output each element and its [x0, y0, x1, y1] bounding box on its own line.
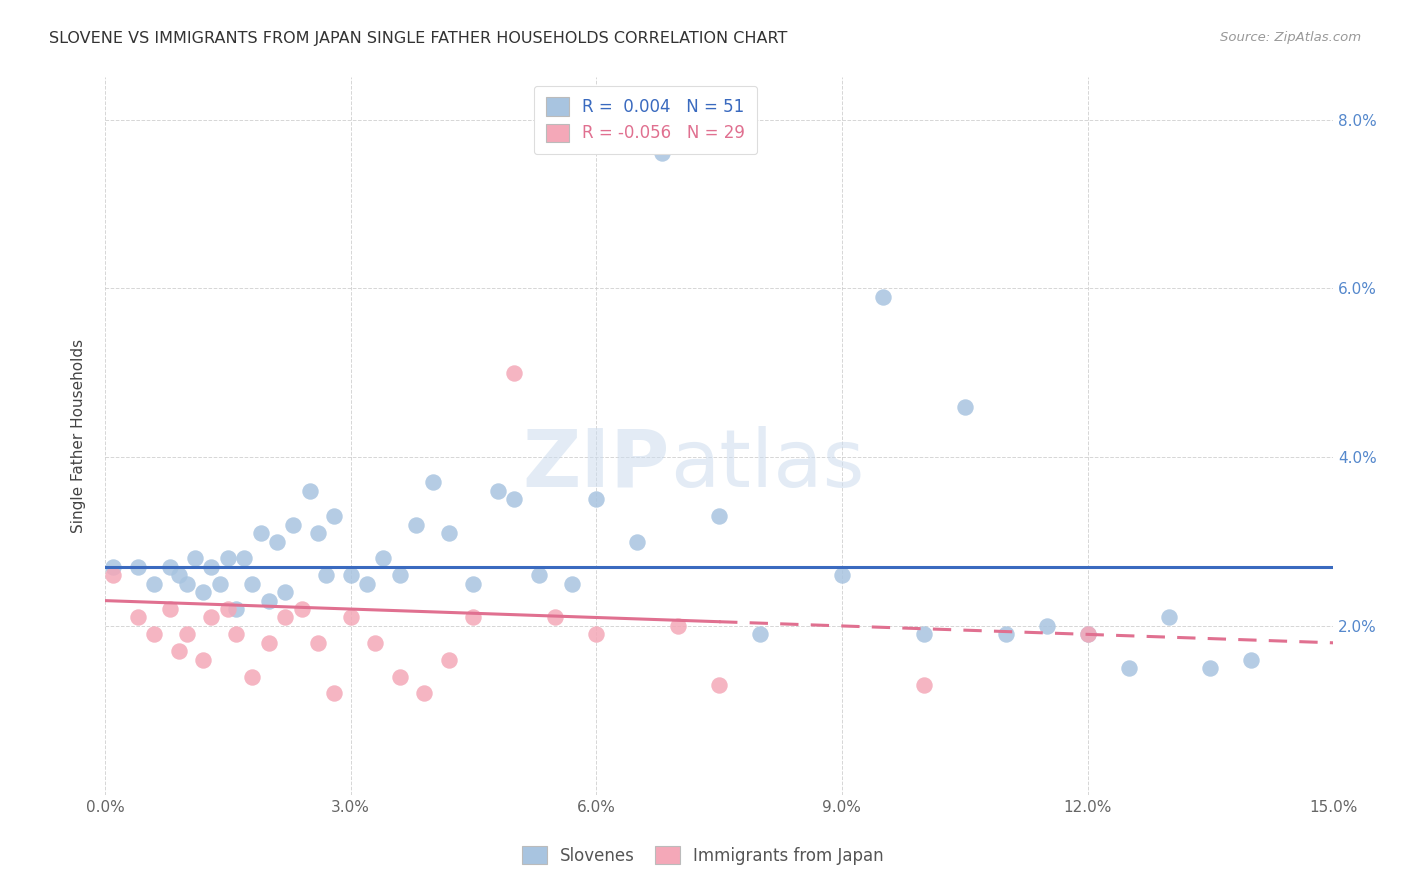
Y-axis label: Single Father Households: Single Father Households [72, 339, 86, 533]
Point [437, 526, 460, 541]
Point [200, 559, 222, 574]
Point [388, 568, 411, 582]
Legend: R =  0.004   N = 51, R = -0.056   N = 29: R = 0.004 N = 51, R = -0.056 N = 29 [534, 86, 756, 154]
Point [994, 627, 1017, 641]
Point [233, 551, 256, 566]
Point [1199, 661, 1222, 675]
Point [127, 559, 149, 574]
Point [912, 678, 935, 692]
Point [1159, 610, 1181, 624]
Point [315, 568, 337, 582]
Point [544, 610, 567, 624]
Point [307, 526, 329, 541]
Point [290, 602, 312, 616]
Point [872, 290, 894, 304]
Point [339, 610, 361, 624]
Point [240, 669, 263, 683]
Text: Source: ZipAtlas.com: Source: ZipAtlas.com [1220, 31, 1361, 45]
Point [405, 517, 427, 532]
Point [1077, 627, 1099, 641]
Point [225, 602, 247, 616]
Point [266, 534, 288, 549]
Point [707, 509, 730, 524]
Point [527, 568, 550, 582]
Point [184, 551, 207, 566]
Point [912, 627, 935, 641]
Text: atlas: atlas [671, 425, 865, 504]
Point [143, 627, 166, 641]
Point [193, 585, 215, 599]
Point [651, 146, 673, 161]
Point [413, 686, 436, 700]
Point [274, 585, 297, 599]
Point [176, 627, 198, 641]
Point [373, 551, 395, 566]
Point [503, 366, 526, 380]
Point [437, 653, 460, 667]
Point [364, 636, 387, 650]
Point [283, 517, 305, 532]
Point [339, 568, 361, 582]
Point [208, 576, 231, 591]
Point [388, 669, 411, 683]
Point [101, 559, 124, 574]
Point [307, 636, 329, 650]
Point [422, 475, 444, 490]
Point [561, 576, 583, 591]
Point [167, 644, 190, 658]
Point [666, 619, 689, 633]
Point [274, 610, 297, 624]
Point [193, 653, 215, 667]
Point [200, 610, 222, 624]
Point [749, 627, 772, 641]
Point [486, 483, 509, 498]
Point [240, 576, 263, 591]
Point [953, 400, 976, 414]
Point [707, 678, 730, 692]
Point [257, 636, 280, 650]
Point [143, 576, 166, 591]
Point [356, 576, 378, 591]
Point [127, 610, 149, 624]
Point [159, 602, 181, 616]
Point [503, 492, 526, 507]
Point [159, 559, 181, 574]
Point [167, 568, 190, 582]
Point [176, 576, 198, 591]
Point [1035, 619, 1057, 633]
Text: ZIP: ZIP [523, 425, 671, 504]
Point [463, 610, 485, 624]
Point [249, 526, 271, 541]
Text: SLOVENE VS IMMIGRANTS FROM JAPAN SINGLE FATHER HOUSEHOLDS CORRELATION CHART: SLOVENE VS IMMIGRANTS FROM JAPAN SINGLE … [49, 31, 787, 46]
Point [585, 627, 607, 641]
Point [585, 492, 607, 507]
Point [626, 534, 648, 549]
Point [1077, 627, 1099, 641]
Point [323, 686, 346, 700]
Point [217, 551, 239, 566]
Point [257, 593, 280, 607]
Point [463, 576, 485, 591]
Point [323, 509, 346, 524]
Legend: Slovenes, Immigrants from Japan: Slovenes, Immigrants from Japan [512, 836, 894, 875]
Point [298, 483, 321, 498]
Point [217, 602, 239, 616]
Point [1240, 653, 1263, 667]
Point [831, 568, 853, 582]
Point [1118, 661, 1140, 675]
Point [225, 627, 247, 641]
Point [101, 568, 124, 582]
